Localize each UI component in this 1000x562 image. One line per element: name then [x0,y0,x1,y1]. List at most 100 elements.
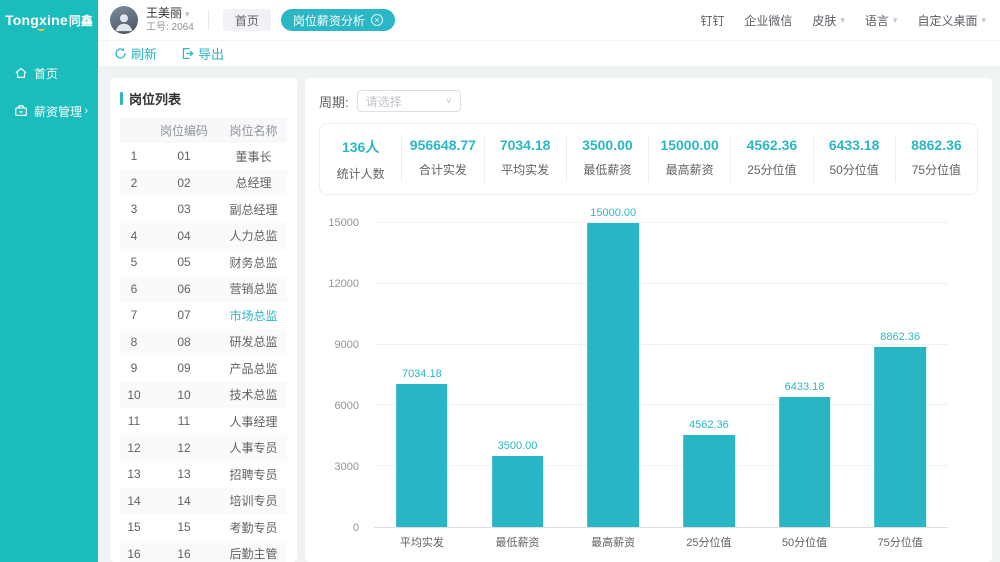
table-row[interactable]: 9 09 产品总监 [120,355,287,382]
logo-text-en: Tongxine [5,12,68,28]
table-row[interactable]: 6 06 营销总监 [120,275,287,302]
sidebar-item-salary[interactable]: 薪资管理 › [0,92,98,130]
period-filter-row: 周期: 请选择 ˅ [319,88,978,114]
job-row-name: 市场总监 [229,308,278,323]
table-row[interactable]: 16 16 后勤主管 [120,540,287,562]
refresh-icon [115,47,126,59]
job-row-code: 05 [177,255,191,270]
stat-label: 50分位值 [829,163,879,177]
chart-bar-value: 8862.36 [880,331,921,344]
stat-label: 合计实发 [418,163,467,177]
gridline [374,465,948,467]
chart-y-axis: 0 3000 6000 9000 12000 15000 [319,217,365,534]
topmenu-item-label: 自定义桌面 [917,13,978,28]
x-axis-label: 50分位值 [781,537,828,549]
job-row-no: 1 [130,149,138,164]
job-row-code: 10 [148,381,220,408]
job-row-code: 09 [177,361,191,376]
table-row[interactable]: 3 03 副总经理 [120,196,287,223]
home-icon [14,66,28,80]
chart-bar-slot: 3500.00 [470,223,566,527]
gridline [374,404,948,406]
topmenu-item-1[interactable]: 企业微信 [744,12,792,29]
job-row-name: 人事专员 [220,434,287,461]
user-avatar[interactable] [110,6,138,34]
divider [207,10,209,30]
table-row[interactable]: 10 10 技术总监 [120,381,287,408]
chart-bar[interactable] [683,434,735,527]
job-table: 岗位编码 岗位名称 1 0 1 董事长 2 02 总经理 3 03 副总经理 4 04 人力总监 5 05 财务… [120,117,287,562]
period-select-placeholder: 请选择 [365,94,402,109]
tab-label: 岗位薪资分析 [292,13,365,28]
chart-bar[interactable] [396,384,448,527]
chart-bar[interactable] [587,223,639,527]
job-row-name: 产品总监 [229,361,278,376]
topbar: 王美丽 ▾ 工号: 2064 首页 岗位薪资分析 × 钉钉 企业微信 皮肤 ▾ 语言 ▾ 自定义桌… [98,0,1000,40]
y-tick-label: 6000 [334,400,359,412]
topmenu-item-3[interactable]: 语言 ▾ [865,12,898,29]
job-row-no: 15 [127,520,141,535]
job-row-name: 后勤主管 [220,540,287,562]
stat-label: 统计人数 [336,167,385,181]
chart-bar[interactable] [874,347,927,527]
chart-bar[interactable] [778,396,831,527]
job-col-header: 岗位编码 [148,117,220,143]
topmenu-item-2[interactable]: 皮肤 ▾ [812,12,845,29]
table-row[interactable]: 1 01 董事长 [120,143,287,170]
chevron-down-icon: ▾ [892,14,898,25]
refresh-label: 刷新 [131,47,158,62]
sidebar-item-label: 首页 [34,66,59,81]
expand-arrow-icon: › [84,105,88,117]
table-row[interactable]: 12 12 人事专员 [120,434,287,461]
tab-salary-analysis[interactable]: 岗位薪资分析 × [280,9,395,31]
sidebar: Tongxine 同鑫 首页薪资管理 › [0,0,98,562]
job-col-header [120,117,148,143]
job-row-name: 招聘专员 [229,467,278,482]
topmenu-item-0[interactable]: 钉钉 [700,12,724,29]
topmenu-item-4[interactable]: 自定义桌面 ▾ [917,12,986,29]
chart-bar-value: 3500.00 [497,440,538,453]
gridline [374,222,948,223]
stat-cell-7: 8862.36 75分位值 [896,137,977,182]
tab-bar: 首页 岗位薪资分析 × [222,9,405,31]
stat-cell-5: 4562.36 25分位值 [731,137,814,182]
chart-bar[interactable] [491,456,544,527]
stat-cell-4: 15000.00 最高薪资 [649,137,732,182]
x-axis-label: 25分位值 [686,537,732,549]
close-icon[interactable]: × [370,14,383,26]
user-menu[interactable]: 王美丽 ▾ 工号: 2064 [146,6,194,35]
job-row-no: 9 [130,361,138,376]
chart-plot: 7034.18 3500.00 15000.00 4562.36 6433.18 8862… [374,207,948,528]
stat-label: 平均实发 [501,163,550,177]
period-select[interactable]: 请选择 ˅ [356,90,461,112]
job-row-name: 董事长 [235,149,272,164]
job-table-header: 岗位编码 岗位名称 [120,117,287,143]
job-row-no: 2 [120,169,148,196]
table-row[interactable]: 7 07 市场总监 [120,302,287,329]
table-row[interactable]: 15 15 考勤专员 [120,514,287,541]
table-row[interactable]: 11 11 人事经理 [120,408,287,435]
job-row-code: 11 [177,414,191,429]
job-row-code: 07 [177,308,191,323]
tab-home[interactable]: 首页 [222,9,271,31]
job-row-no: 6 [120,275,148,302]
salary-icon [14,104,28,118]
job-row-code: 02 [148,169,220,196]
table-row[interactable]: 2 02 总经理 [120,169,287,196]
title-accent-bar [120,92,123,105]
table-row[interactable]: 13 13 招聘专员 [120,461,287,488]
stat-value: 6433.18 [828,137,880,153]
sidebar-item-home[interactable]: 首页 [0,54,98,92]
refresh-button[interactable]: 刷新 [114,44,157,63]
export-button[interactable]: 导出 [181,44,224,63]
job-row-code: 12 [148,434,220,461]
logo-text-cn: 同鑫 [68,13,93,28]
table-row[interactable]: 8 08 研发总监 [120,328,287,355]
table-row[interactable]: 5 05 财务总监 [120,249,287,276]
job-list-panel: 岗位列表 岗位编码 岗位名称 1 01 董事长 2 02 总经理 3 03 副总经理 4 04 人力总监… [110,78,297,562]
table-row[interactable]: 4 04 人力总监 [120,222,287,249]
sidebar-item-label: 薪资管理 [34,104,83,119]
brand-logo: Tongxine 同鑫 [0,0,98,40]
table-row[interactable]: 14 14 培训专员 [120,487,287,514]
chart-bar-value: 6433.18 [784,380,825,393]
